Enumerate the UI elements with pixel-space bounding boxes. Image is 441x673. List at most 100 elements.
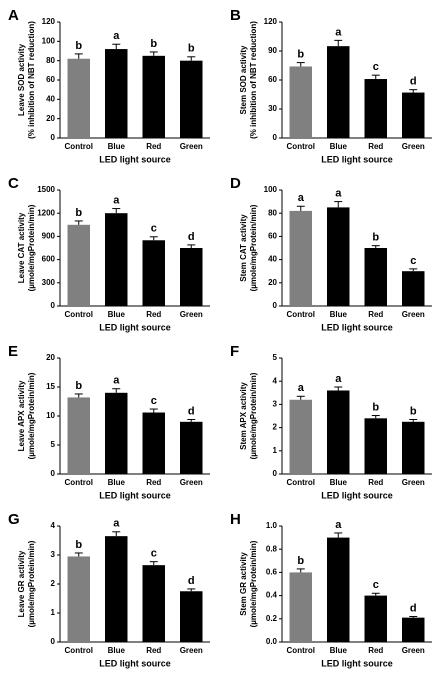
bar <box>402 617 425 642</box>
significance-letter: c <box>151 223 157 235</box>
bar <box>67 58 90 138</box>
y-tick-label: 0.8 <box>266 544 278 553</box>
x-axis-label: LED light source <box>321 658 393 668</box>
bar <box>105 536 128 642</box>
y-axis-label: Stem CAT activity <box>239 214 248 282</box>
significance-letter: c <box>373 579 379 591</box>
y-tick-label: 4 <box>273 376 278 385</box>
significance-letter: b <box>297 49 304 61</box>
y-axis-label: Leave GR activity <box>17 550 26 617</box>
panel-label: A <box>8 7 19 24</box>
y-tick-label: 60 <box>268 232 277 241</box>
y-axis-label: (% inhibition of NBT reduction) <box>27 21 36 139</box>
y-tick-label: 0 <box>51 637 56 646</box>
y-axis-label: Leave CAT activity <box>17 212 26 283</box>
bar <box>142 55 165 139</box>
significance-letter: a <box>335 26 342 38</box>
y-axis-label: (µmole/mgProtein/min) <box>249 204 258 291</box>
x-axis-label: LED light source <box>99 658 171 668</box>
x-tick-label: Red <box>146 478 161 487</box>
y-axis-label: Leave APX activity <box>17 380 26 451</box>
significance-letter: c <box>373 61 379 73</box>
bar <box>180 421 203 474</box>
y-axis-label: Stem SOD activity <box>239 45 248 114</box>
y-tick-label: 40 <box>268 255 277 264</box>
bar <box>364 79 387 138</box>
x-axis-label: LED light source <box>321 322 393 332</box>
bar <box>289 572 312 642</box>
bar <box>364 248 387 306</box>
y-tick-label: 600 <box>42 255 56 264</box>
panel-label: B <box>230 7 241 24</box>
bar <box>289 66 312 138</box>
y-tick-label: 1.0 <box>266 521 278 530</box>
significance-letter: b <box>188 43 195 55</box>
y-tick-label: 100 <box>264 185 278 194</box>
y-tick-label: 0.0 <box>266 637 278 646</box>
significance-letter: b <box>372 401 379 413</box>
significance-letter: b <box>150 38 157 50</box>
y-tick-label: 4 <box>51 521 56 530</box>
y-tick-label: 60 <box>46 75 55 84</box>
y-tick-label: 0.2 <box>266 614 278 623</box>
y-tick-label: 10 <box>46 411 55 420</box>
x-tick-label: Control <box>65 310 93 319</box>
x-tick-label: Green <box>402 310 425 319</box>
panel-label: D <box>230 175 241 192</box>
y-tick-label: 3 <box>273 400 278 409</box>
bar <box>364 595 387 642</box>
significance-letter: d <box>188 575 195 587</box>
y-tick-label: 120 <box>264 17 278 26</box>
y-axis-label: Leave SOD activity <box>17 43 26 116</box>
bar <box>142 240 165 306</box>
x-tick-label: Red <box>368 142 383 151</box>
significance-letter: c <box>410 255 416 267</box>
bar <box>180 591 203 642</box>
x-tick-label: Red <box>146 310 161 319</box>
y-tick-label: 100 <box>42 36 56 45</box>
y-tick-label: 1 <box>273 446 278 455</box>
y-tick-label: 0 <box>51 469 56 478</box>
y-tick-label: 15 <box>46 382 55 391</box>
bar <box>142 565 165 642</box>
significance-letter: a <box>335 373 342 385</box>
x-axis-label: LED light source <box>99 154 171 164</box>
bar <box>289 210 312 306</box>
significance-letter: a <box>298 192 305 204</box>
y-tick-label: 20 <box>268 278 277 287</box>
significance-letter: a <box>335 188 342 200</box>
significance-letter: a <box>298 382 305 394</box>
x-tick-label: Blue <box>330 646 348 655</box>
significance-letter: a <box>113 194 120 206</box>
panel-label: E <box>8 343 18 360</box>
bar <box>180 248 203 306</box>
x-tick-label: Red <box>146 142 161 151</box>
y-tick-label: 1 <box>51 608 56 617</box>
bar <box>67 397 90 474</box>
y-tick-label: 80 <box>46 56 55 65</box>
significance-letter: d <box>410 76 417 88</box>
bar <box>67 224 90 306</box>
significance-letter: c <box>151 548 157 560</box>
y-tick-label: 80 <box>268 208 277 217</box>
bar <box>105 49 128 138</box>
x-tick-label: Control <box>287 142 315 151</box>
significance-letter: b <box>75 207 82 219</box>
x-tick-label: Blue <box>330 142 348 151</box>
significance-letter: a <box>335 519 342 531</box>
bar <box>402 421 425 474</box>
significance-letter: a <box>113 30 120 42</box>
x-axis-label: LED light source <box>321 490 393 500</box>
bar <box>180 60 203 138</box>
bar <box>327 46 350 138</box>
significance-letter: c <box>151 395 157 407</box>
y-axis-label: (µmole/mgProtein/min) <box>27 540 36 627</box>
y-tick-label: 0.6 <box>266 568 278 577</box>
x-tick-label: Blue <box>108 646 126 655</box>
y-tick-label: 60 <box>268 75 277 84</box>
bar <box>327 207 350 306</box>
x-tick-label: Control <box>287 478 315 487</box>
x-tick-label: Red <box>368 310 383 319</box>
x-tick-label: Blue <box>108 142 126 151</box>
y-tick-label: 0 <box>51 301 56 310</box>
